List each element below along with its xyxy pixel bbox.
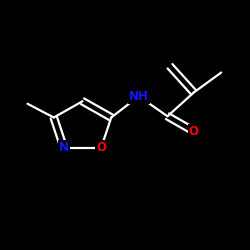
Text: O: O (96, 141, 106, 154)
Text: O: O (189, 125, 199, 138)
Text: NH: NH (129, 90, 149, 103)
Text: N: N (59, 141, 69, 154)
